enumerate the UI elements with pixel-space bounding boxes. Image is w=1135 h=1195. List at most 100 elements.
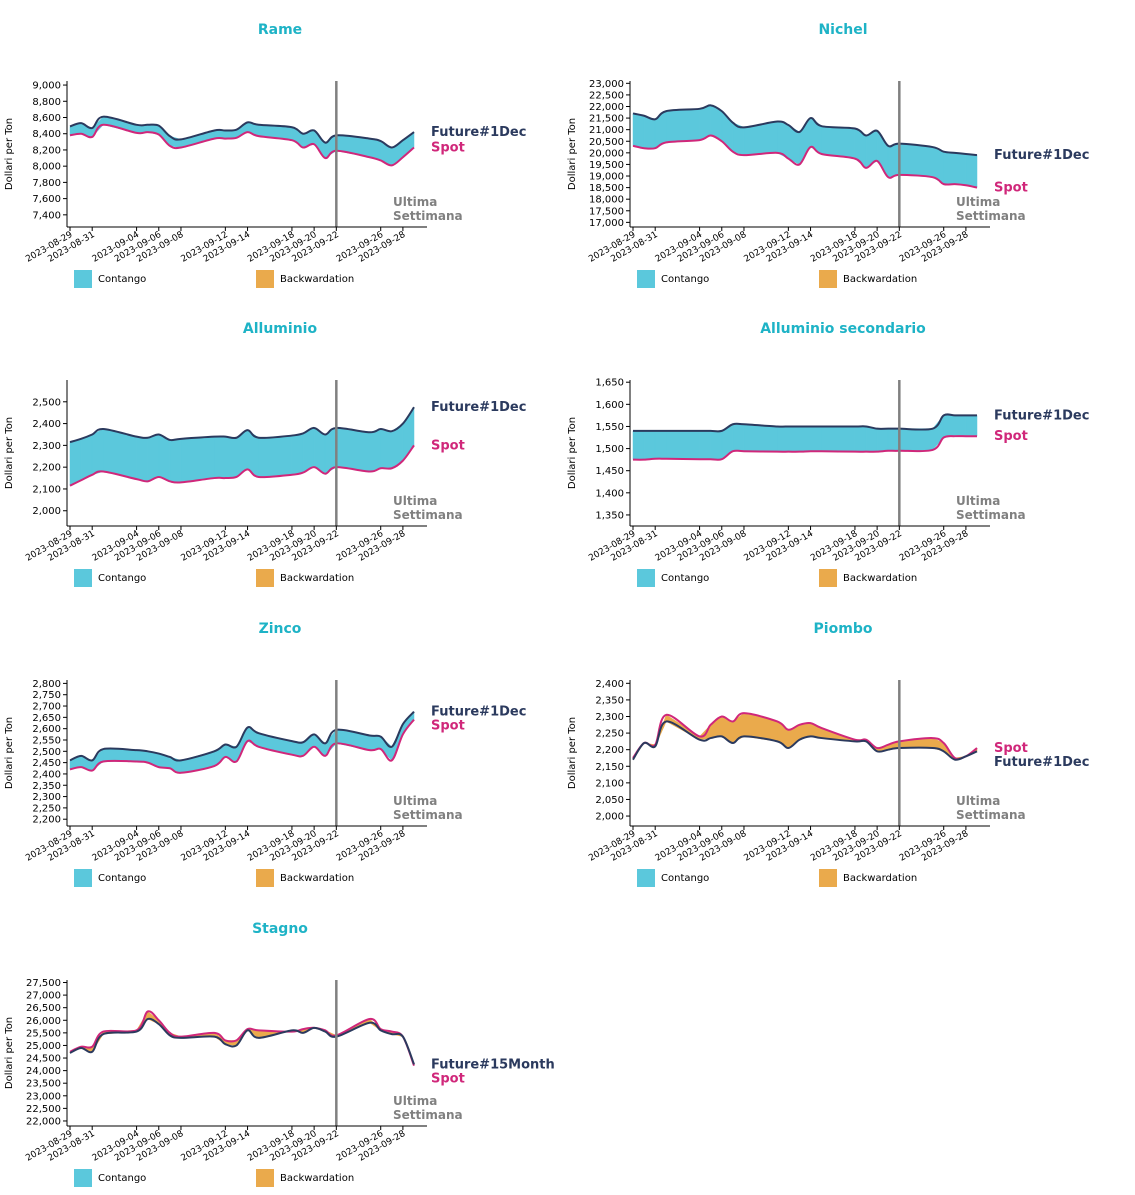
legend-label: Contango bbox=[661, 572, 710, 584]
legend-backwardation: Backwardation bbox=[256, 270, 354, 288]
y-tick-label: 2,150 bbox=[595, 762, 624, 773]
y-axis-label: Dollari per Ton bbox=[4, 118, 15, 190]
y-axis-label: Dollari per Ton bbox=[4, 417, 15, 489]
annotation-line2: Settimana bbox=[393, 1108, 463, 1122]
contango-band bbox=[313, 129, 326, 159]
future-series-line bbox=[69, 406, 415, 444]
future-series-line bbox=[632, 104, 978, 157]
legend-label: Backwardation bbox=[280, 572, 355, 584]
future-end-label: Future#15Month bbox=[431, 1057, 555, 1072]
y-tick-label: 1,350 bbox=[595, 510, 624, 521]
chart-title: Piombo bbox=[813, 621, 873, 637]
y-tick-label: 27,000 bbox=[26, 991, 61, 1002]
contango-band bbox=[899, 428, 933, 452]
spot-series-line bbox=[69, 444, 415, 487]
y-tick-label: 2,000 bbox=[595, 812, 624, 823]
spot-series-line bbox=[632, 435, 977, 461]
y-tick-label: 2,650 bbox=[32, 713, 61, 724]
y-tick-label: 2,550 bbox=[32, 735, 61, 746]
y-tick-label: 17,500 bbox=[589, 206, 624, 217]
legend-contango: Contango bbox=[637, 270, 709, 288]
legend-swatch bbox=[256, 270, 274, 288]
legend-label: Contango bbox=[661, 273, 710, 285]
y-tick-label: 2,350 bbox=[595, 695, 624, 706]
future-end-label: Future#1Dec bbox=[994, 755, 1089, 770]
annotation-line2: Settimana bbox=[956, 508, 1026, 522]
contango-band bbox=[799, 426, 811, 452]
annotation-line1: Ultima bbox=[393, 494, 437, 508]
annotation-line2: Settimana bbox=[393, 508, 463, 522]
chart-panel: Alluminio 2,000 2,100 2,200 2,300 2,400 2,500 2… bbox=[0, 299, 560, 595]
chart-svg: 17,00017,50018,00018,50019,00019,50020,0… bbox=[567, 79, 1089, 265]
legend-label: Backwardation bbox=[280, 1172, 355, 1184]
annotation-line1: Ultima bbox=[956, 794, 1000, 808]
legend-contango: Contango bbox=[74, 869, 146, 887]
annotation-line1: Ultima bbox=[393, 195, 437, 209]
y-tick-label: 2,500 bbox=[32, 397, 61, 408]
contango-band bbox=[954, 152, 967, 186]
contango-band bbox=[666, 430, 700, 460]
future-end-label: Future#1Dec bbox=[431, 400, 526, 415]
contango-band bbox=[943, 151, 956, 185]
y-tick-label: 2,400 bbox=[32, 419, 61, 430]
contango-band bbox=[336, 427, 370, 472]
legend-label: Contango bbox=[661, 872, 710, 884]
contango-band bbox=[643, 115, 656, 149]
contango-band bbox=[666, 108, 700, 143]
legend-label: Contango bbox=[98, 572, 147, 584]
chart-panel: Zinco 2,200 2,250 2,300 2,350 2,400 2,450 2,500… bbox=[0, 599, 560, 895]
contango-band bbox=[699, 430, 711, 460]
y-tick-label: 2,500 bbox=[32, 747, 61, 758]
y-tick-label: 24,000 bbox=[26, 1066, 61, 1077]
legend-label: Contango bbox=[98, 1172, 147, 1184]
y-tick-label: 7,800 bbox=[32, 178, 61, 189]
y-tick-label: 27,500 bbox=[26, 978, 61, 989]
annotation-line1: Ultima bbox=[956, 494, 1000, 508]
y-tick-label: 2,050 bbox=[595, 795, 624, 806]
contango-band bbox=[169, 438, 182, 483]
legend-swatch bbox=[819, 869, 837, 887]
contango-band bbox=[887, 143, 900, 178]
contango-band bbox=[965, 153, 978, 188]
y-tick-label: 1,400 bbox=[595, 488, 624, 499]
y-tick-label: 2,100 bbox=[32, 484, 61, 495]
legend-label: Backwardation bbox=[843, 572, 918, 584]
y-tick-label: 1,650 bbox=[595, 378, 624, 389]
contango-band bbox=[258, 435, 293, 478]
contango-band bbox=[654, 430, 667, 460]
chart-svg: 2,000 2,050 2,100 2,150 2,200 2,250 2,300 2,350… bbox=[567, 679, 1089, 864]
y-tick-label: 2,400 bbox=[595, 679, 624, 690]
spot-end-label: Spot bbox=[994, 429, 1028, 444]
legend-swatch bbox=[74, 1169, 92, 1187]
annotation-line2: Settimana bbox=[393, 209, 463, 223]
legend-label: Contango bbox=[98, 273, 147, 285]
chart-legend: Contango Backwardation bbox=[74, 869, 474, 891]
legend-swatch bbox=[256, 1169, 274, 1187]
annotation-line2: Settimana bbox=[393, 808, 463, 822]
legend-swatch bbox=[819, 569, 837, 587]
chart-title: Alluminio bbox=[242, 321, 318, 337]
legend-label: Backwardation bbox=[843, 273, 918, 285]
contango-band bbox=[810, 426, 822, 452]
spot-series-line bbox=[69, 123, 415, 167]
y-tick-label: 2,250 bbox=[595, 729, 624, 740]
contango-band bbox=[369, 428, 381, 472]
spot-end-label: Spot bbox=[431, 1071, 465, 1086]
legend-swatch bbox=[819, 270, 837, 288]
contango-band bbox=[158, 434, 171, 482]
legend-contango: Contango bbox=[74, 569, 146, 587]
contango-band bbox=[865, 130, 878, 169]
y-tick-label: 20,500 bbox=[589, 137, 624, 148]
y-tick-label: 2,200 bbox=[595, 745, 624, 756]
y-tick-label: 2,350 bbox=[32, 781, 61, 792]
legend-swatch bbox=[256, 569, 274, 587]
legend-backwardation: Backwardation bbox=[256, 869, 354, 887]
y-tick-label: 9,000 bbox=[32, 81, 61, 92]
y-tick-label: 2,200 bbox=[32, 815, 61, 826]
legend-backwardation: Backwardation bbox=[256, 1169, 354, 1187]
contango-band bbox=[876, 428, 889, 452]
y-tick-label: 23,000 bbox=[589, 79, 624, 90]
contango-band bbox=[743, 423, 778, 452]
contango-band bbox=[899, 143, 933, 178]
